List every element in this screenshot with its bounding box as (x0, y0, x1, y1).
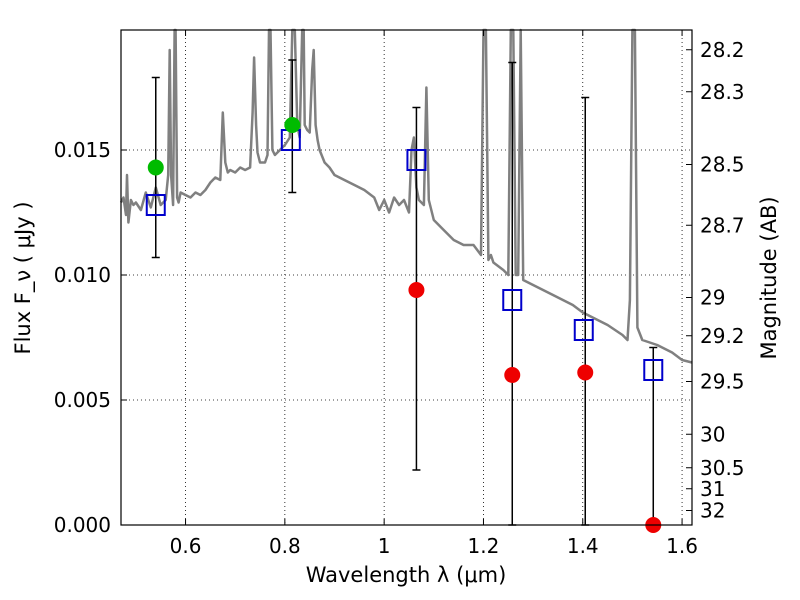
upper-limit-point (504, 367, 521, 383)
x-tick-label: 0.6 (170, 534, 202, 558)
mag-tick-label: 29 (700, 286, 725, 310)
x-axis-label: Wavelength λ (μm) (306, 563, 507, 587)
x-tick-label: 1.2 (468, 534, 500, 558)
model-flux-square (502, 289, 523, 311)
mag-tick-label: 28.7 (700, 213, 745, 237)
detection-point (284, 117, 301, 133)
plot-frame (120, 29, 693, 526)
y-tick-label: 0.010 (54, 263, 111, 287)
model-flux-square (643, 359, 664, 381)
detection-point (147, 159, 164, 176)
mag-tick-label: 30.5 (700, 456, 745, 480)
mag-tick-label: 28.2 (700, 38, 745, 62)
mag-tick-label: 32 (700, 499, 725, 523)
mag-tick-label: 30 (700, 422, 725, 446)
x-tick-label: 1 (378, 534, 391, 558)
mag-tick-label: 28.5 (700, 153, 745, 177)
grid-layer (121, 30, 692, 526)
plot-layer (119, 28, 693, 533)
model-flux-square (406, 149, 427, 171)
mag-tick-label: 28.3 (700, 80, 745, 104)
y-tick-label: 0.015 (54, 138, 111, 162)
mag-tick-label: 31 (700, 477, 725, 501)
y-axis-label: Flux F_ν ( μJy ) (11, 201, 36, 354)
model-flux-square (573, 319, 594, 341)
model-flux-square (145, 194, 166, 216)
y-tick-label: 0.000 (54, 513, 111, 537)
y-axis-label-right: Magnitude (AB) (757, 196, 781, 359)
upper-limit-point (577, 364, 594, 381)
tick-layer: 0.6 0.8 1 1.2 1.4 1.6 0.000 0.005 0.010 0.015 28.2… (54, 30, 745, 558)
y-tick-label: 0.005 (54, 388, 111, 412)
upper-limit-point (408, 282, 425, 298)
x-tick-label: 0.8 (269, 534, 301, 558)
x-tick-label: 1.6 (666, 534, 698, 558)
spectrum-line (119, 28, 693, 364)
mag-tick-label: 29.5 (700, 370, 745, 394)
x-tick-label: 1.4 (567, 534, 599, 558)
mag-tick-label: 29.2 (700, 324, 745, 348)
